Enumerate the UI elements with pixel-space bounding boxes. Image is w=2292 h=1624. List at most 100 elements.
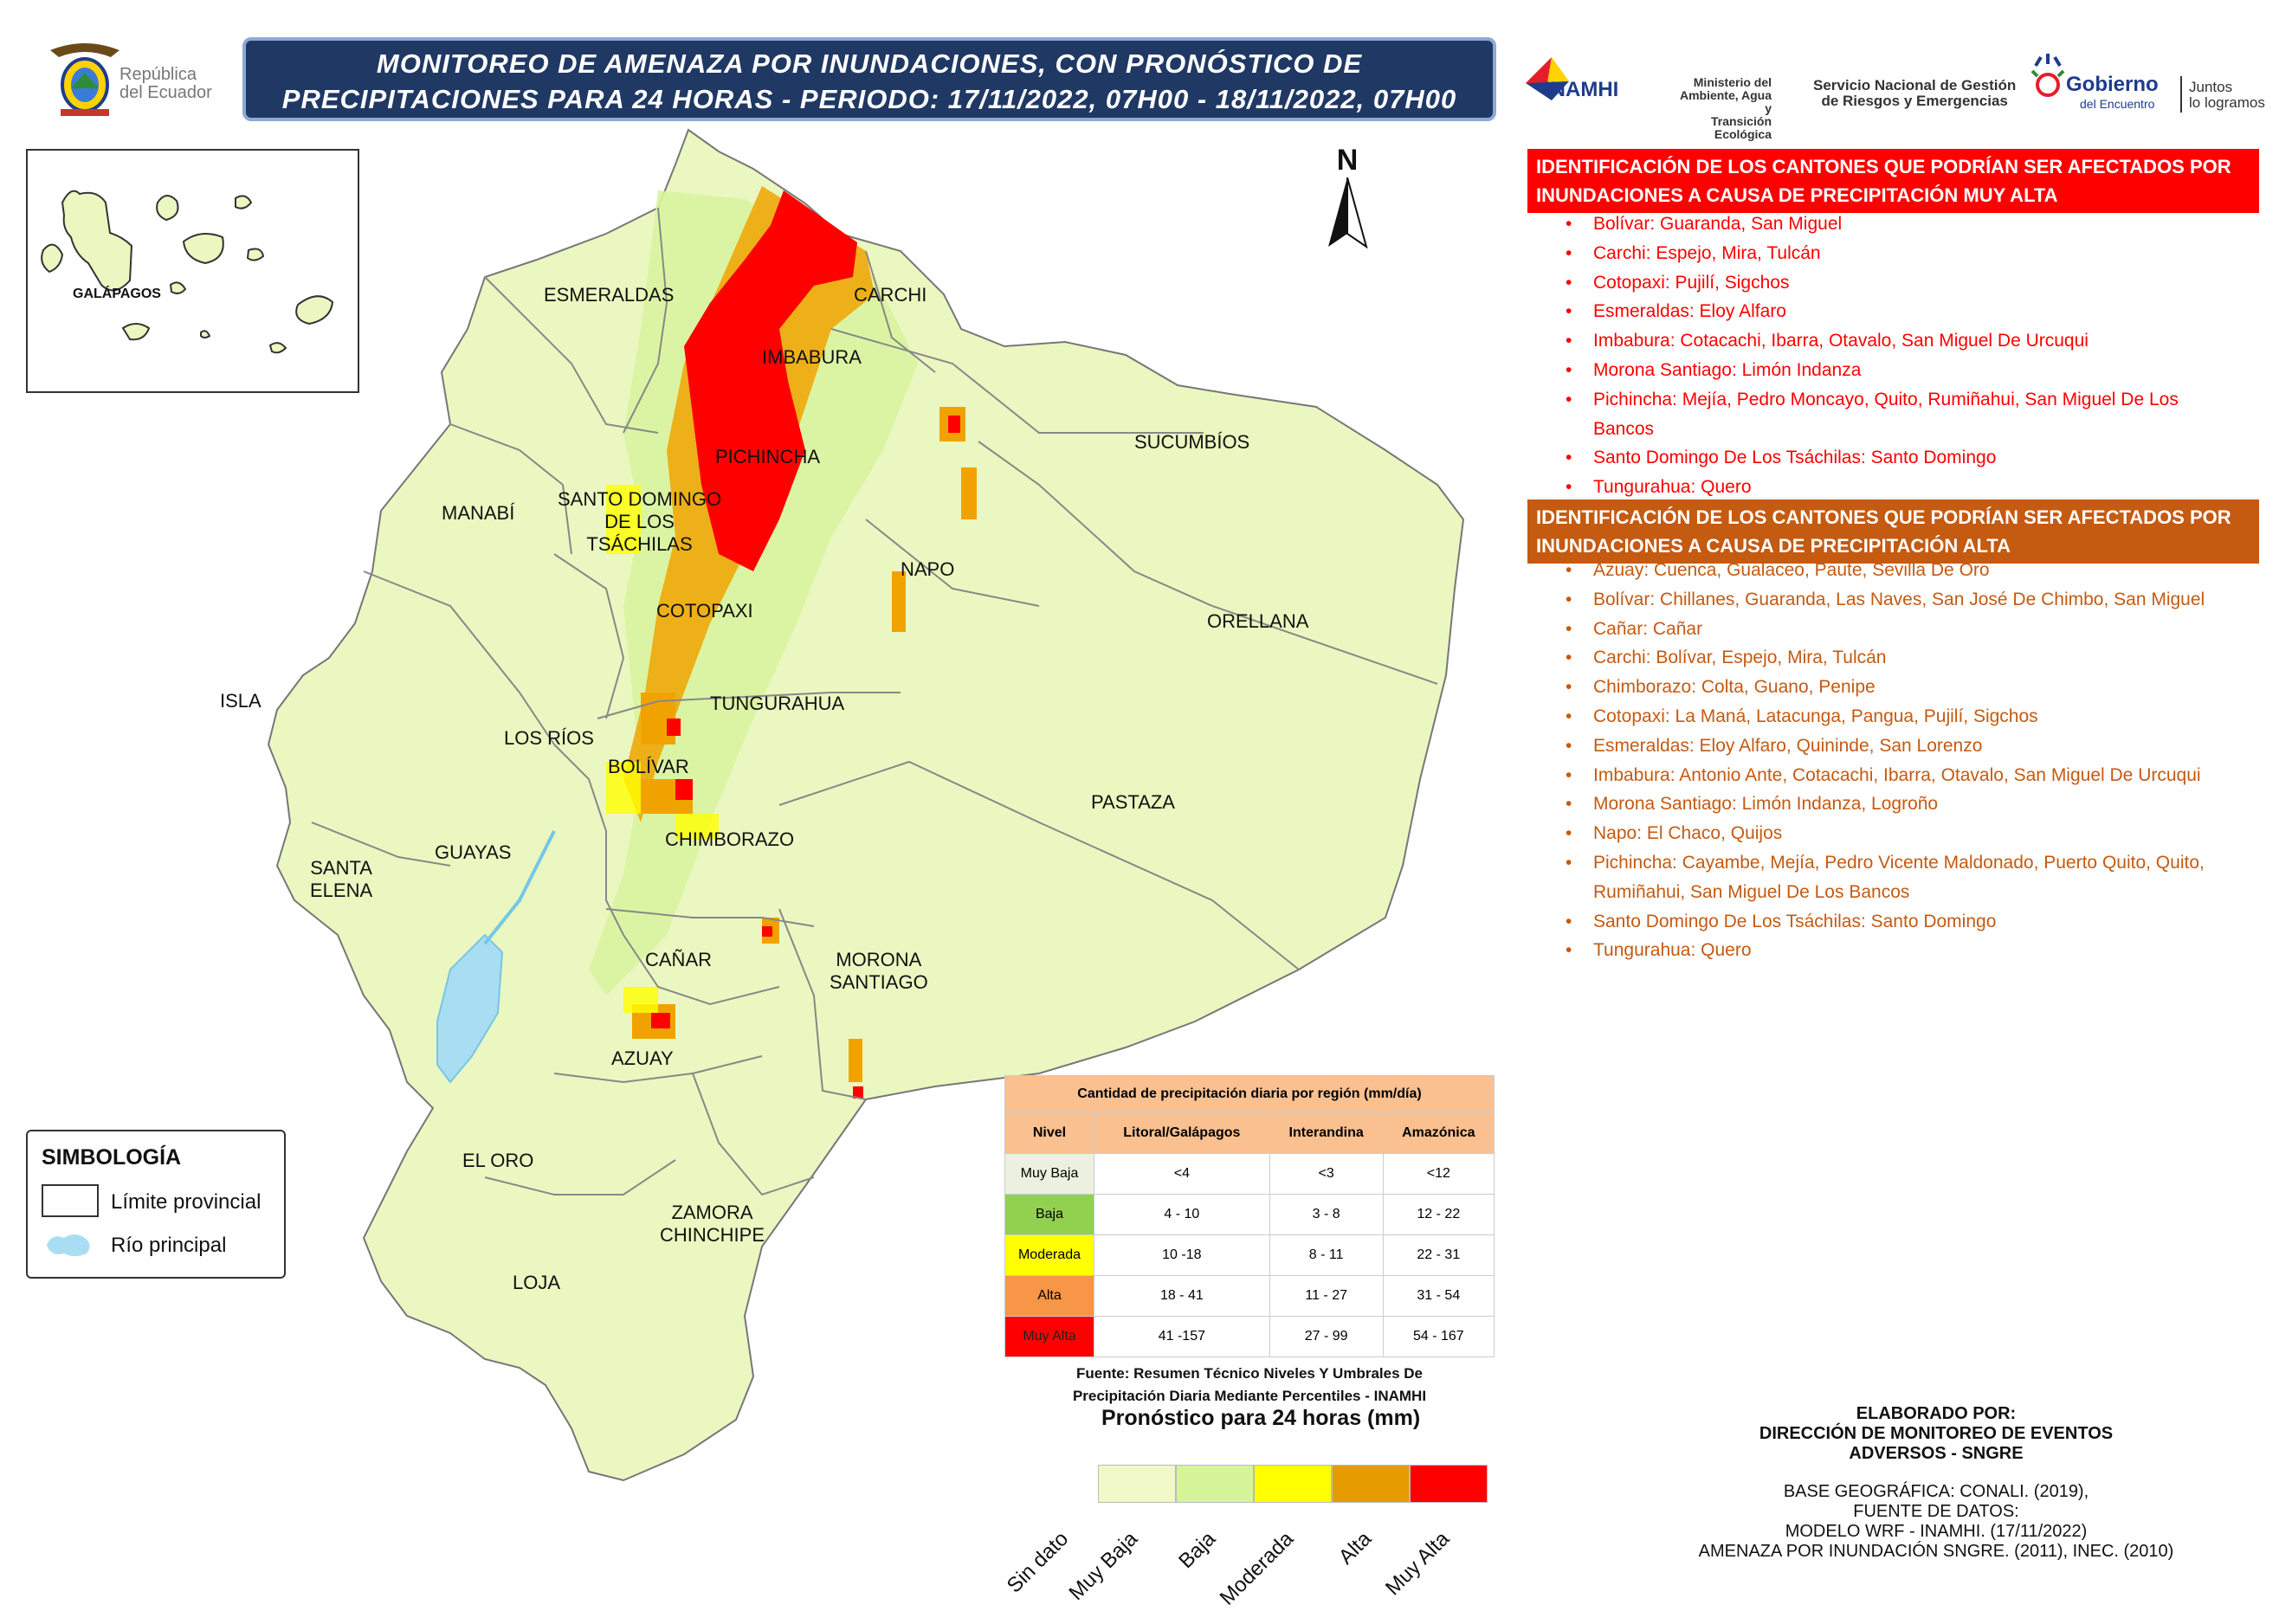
- legend-swatch-baja: [1176, 1465, 1254, 1503]
- alta-heading-2: INUNDACIONES A CAUSA DE PRECIPITACIÓN AL…: [1536, 535, 2011, 557]
- table-cell: 8 - 11: [1269, 1234, 1384, 1276]
- muy-alta-item: Esmeraldas: Eloy Alfaro: [1566, 297, 2272, 326]
- river-swatch-icon: [43, 1229, 95, 1260]
- provincial-limit-label: Límite provincial: [111, 1190, 261, 1214]
- label-loja: LOJA: [513, 1272, 561, 1293]
- sngre-logo-text: Servicio Nacional de Gestión de Riesgos …: [1813, 78, 2016, 109]
- label-santo-domingo-1: SANTO DOMINGO: [558, 488, 722, 510]
- legend-title: Pronóstico para 24 horas (mm): [1101, 1406, 1421, 1430]
- gobierno-sub-text: del Encuentro: [2080, 97, 2155, 111]
- table-cell: 22 - 31: [1382, 1234, 1495, 1276]
- table-header-amazonica: Amazónica: [1382, 1112, 1495, 1154]
- ministerio-line-2: Ambiente, Agua y: [1679, 88, 1772, 115]
- alta-item: Esmeraldas: Eloy Alfaro, Quininde, San L…: [1566, 731, 2272, 761]
- muy-alta-item: Pichincha: Mejía, Pedro Moncayo, Quito, …: [1566, 385, 2234, 444]
- label-azuay: AZUAY: [611, 1047, 674, 1069]
- label-orellana: ORELLANA: [1207, 610, 1309, 632]
- table-cell: 4 - 10: [1094, 1194, 1270, 1235]
- gobierno-text: Gobierno: [2066, 73, 2159, 96]
- table-cell: 11 - 27: [1269, 1275, 1384, 1317]
- alta-item: Santo Domingo De Los Tsáchilas: Santo Do…: [1566, 907, 2272, 937]
- muy-alta-heading-1: IDENTIFICACIÓN DE LOS CANTONES QUE PODRÍ…: [1536, 156, 2231, 177]
- label-napo: NAPO: [901, 558, 955, 580]
- ecuador-map-svg: [267, 128, 1465, 1482]
- country-line-2: del Ecuador: [119, 83, 212, 102]
- table-cell: <12: [1382, 1153, 1495, 1195]
- table-cell: 54 - 167: [1382, 1316, 1495, 1357]
- north-arrow: N: [1323, 144, 1372, 256]
- ecuador-mainland: [267, 128, 1465, 1482]
- table-cell: <3: [1269, 1153, 1384, 1195]
- sngre-line-2: de Riesgos y Emergencias: [1821, 93, 2008, 109]
- table-row: Moderada 10 -18 8 - 11 22 - 31: [1004, 1234, 1495, 1276]
- inamhi-text: INAMHI: [1545, 78, 1619, 101]
- label-zamora-1: ZAMORA: [671, 1202, 753, 1223]
- label-morona-2: SANTIAGO: [830, 971, 928, 993]
- table-cell: 31 - 54: [1382, 1275, 1495, 1317]
- credits-line-1: ELABORADO POR:: [1856, 1404, 2017, 1423]
- credits-line-7: AMENAZA POR INUNDACIÓN SNGRE. (2011), IN…: [1698, 1542, 2174, 1561]
- credits-line-6: MODELO WRF - INAMHI. (17/11/2022): [1785, 1522, 2088, 1541]
- gobierno-logo-icon: [2031, 54, 2065, 106]
- table-cell-nivel: Muy Baja: [1004, 1153, 1094, 1195]
- label-esmeraldas: ESMERALDAS: [544, 284, 675, 306]
- alta-item: Cañar: Cañar: [1566, 615, 2272, 644]
- muy-alta-item: Cotopaxi: Pujilí, Sigchos: [1566, 268, 2272, 298]
- alta-heading-1: IDENTIFICACIÓN DE LOS CANTONES QUE PODRÍ…: [1536, 506, 2231, 528]
- label-santo-domingo-3: TSÁCHILAS: [586, 533, 693, 555]
- table-cell: 3 - 8: [1269, 1194, 1384, 1235]
- sngre-line-1: Servicio Nacional de Gestión: [1813, 77, 2017, 93]
- symbology-title: SIMBOLOGÍA: [42, 1145, 182, 1170]
- credits-line-5: FUENTE DE DATOS:: [1853, 1502, 2019, 1521]
- map-title: MONITOREO DE AMENAZA POR INUNDACIONES, C…: [242, 37, 1496, 121]
- muy-alta-item: Santo Domingo De Los Tsáchilas: Santo Do…: [1566, 443, 2272, 473]
- alta-item: Azuay: Cuenca, Gualaceo, Paute, Sevilla …: [1566, 556, 2272, 585]
- ministerio-logo-text: Ministerio del Ambiente, Agua y Transici…: [1676, 76, 1772, 141]
- label-morona-santiago: MORONA SANTIAGO: [830, 949, 928, 994]
- alta-item: Carchi: Bolívar, Espejo, Mira, Tulcán: [1566, 643, 2272, 673]
- table-header-interandina: Interandina: [1269, 1112, 1384, 1154]
- country-line-1: República: [119, 65, 197, 84]
- label-el-oro: EL ORO: [462, 1150, 534, 1171]
- label-cotopaxi: COTOPAXI: [656, 600, 753, 622]
- ministerio-line-3: Transición Ecológica: [1710, 114, 1772, 141]
- muy-alta-heading-2: INUNDACIONES A CAUSA DE PRECIPITACIÓN MU…: [1536, 184, 2058, 206]
- title-line-1: MONITOREO DE AMENAZA POR INUNDACIONES, C…: [376, 48, 1363, 79]
- label-pastaza: PASTAZA: [1091, 791, 1175, 813]
- label-guayas: GUAYAS: [435, 841, 512, 863]
- table-header-litoral: Litoral/Galápagos: [1094, 1112, 1270, 1154]
- precipitation-table: Cantidad de precipitación diaria por reg…: [1004, 1075, 1495, 1408]
- juntos-line-2: lo logramos: [2189, 94, 2265, 111]
- muy-alta-item: Morona Santiago: Limón Indanza: [1566, 356, 2272, 385]
- inamhi-logo: [1517, 48, 1586, 109]
- galapagos-label: GALÁPAGOS: [73, 287, 161, 301]
- label-canar: CAÑAR: [645, 949, 713, 970]
- title-line-2: PRECIPITACIONES PARA 24 HORAS - PERIODO:…: [281, 84, 1457, 114]
- table-source: Fuente: Resumen Técnico Niveles Y Umbral…: [1004, 1363, 1495, 1408]
- credits-line-3: ADVERSOS - SNGRE: [1849, 1444, 2024, 1463]
- juntos-line-1: Juntos: [2189, 79, 2233, 95]
- table-title: Cantidad de precipitación diaria por reg…: [1004, 1075, 1495, 1113]
- table-source-1: Fuente: Resumen Técnico Niveles Y Umbral…: [1076, 1365, 1423, 1382]
- table-cell-nivel: Baja: [1004, 1194, 1094, 1235]
- label-morona-1: MORONA: [836, 949, 922, 970]
- table-cell: 10 -18: [1094, 1234, 1270, 1276]
- table-cell: 41 -157: [1094, 1316, 1270, 1357]
- label-santa-elena-2: ELENA: [310, 880, 373, 901]
- table-cell: 27 - 99: [1269, 1316, 1384, 1357]
- alta-item: Chimborazo: Colta, Guano, Penipe: [1566, 673, 2272, 702]
- alta-item: Tungurahua: Quero: [1566, 936, 2272, 965]
- label-carchi: CARCHI: [854, 284, 927, 306]
- credits-line-2: DIRECCIÓN DE MONITOREO DE EVENTOS: [1759, 1424, 2114, 1443]
- label-los-rios: LOS RÍOS: [504, 727, 594, 749]
- table-row: Muy Baja <4 <3 <12: [1004, 1153, 1495, 1195]
- label-santo-domingo-2: DE LOS: [604, 511, 675, 532]
- table-cell: 18 - 41: [1094, 1275, 1270, 1317]
- table-cell: <4: [1094, 1153, 1270, 1195]
- provincial-limit-swatch: [42, 1184, 99, 1217]
- table-row: Alta 18 - 41 11 - 27 31 - 54: [1004, 1275, 1495, 1317]
- ministerio-line-1: Ministerio del: [1693, 75, 1772, 89]
- label-bolivar: BOLÍVAR: [608, 756, 689, 777]
- table-source-2: Precipitación Diaria Mediante Percentile…: [1072, 1388, 1427, 1404]
- republica-text: República del Ecuador: [119, 66, 212, 102]
